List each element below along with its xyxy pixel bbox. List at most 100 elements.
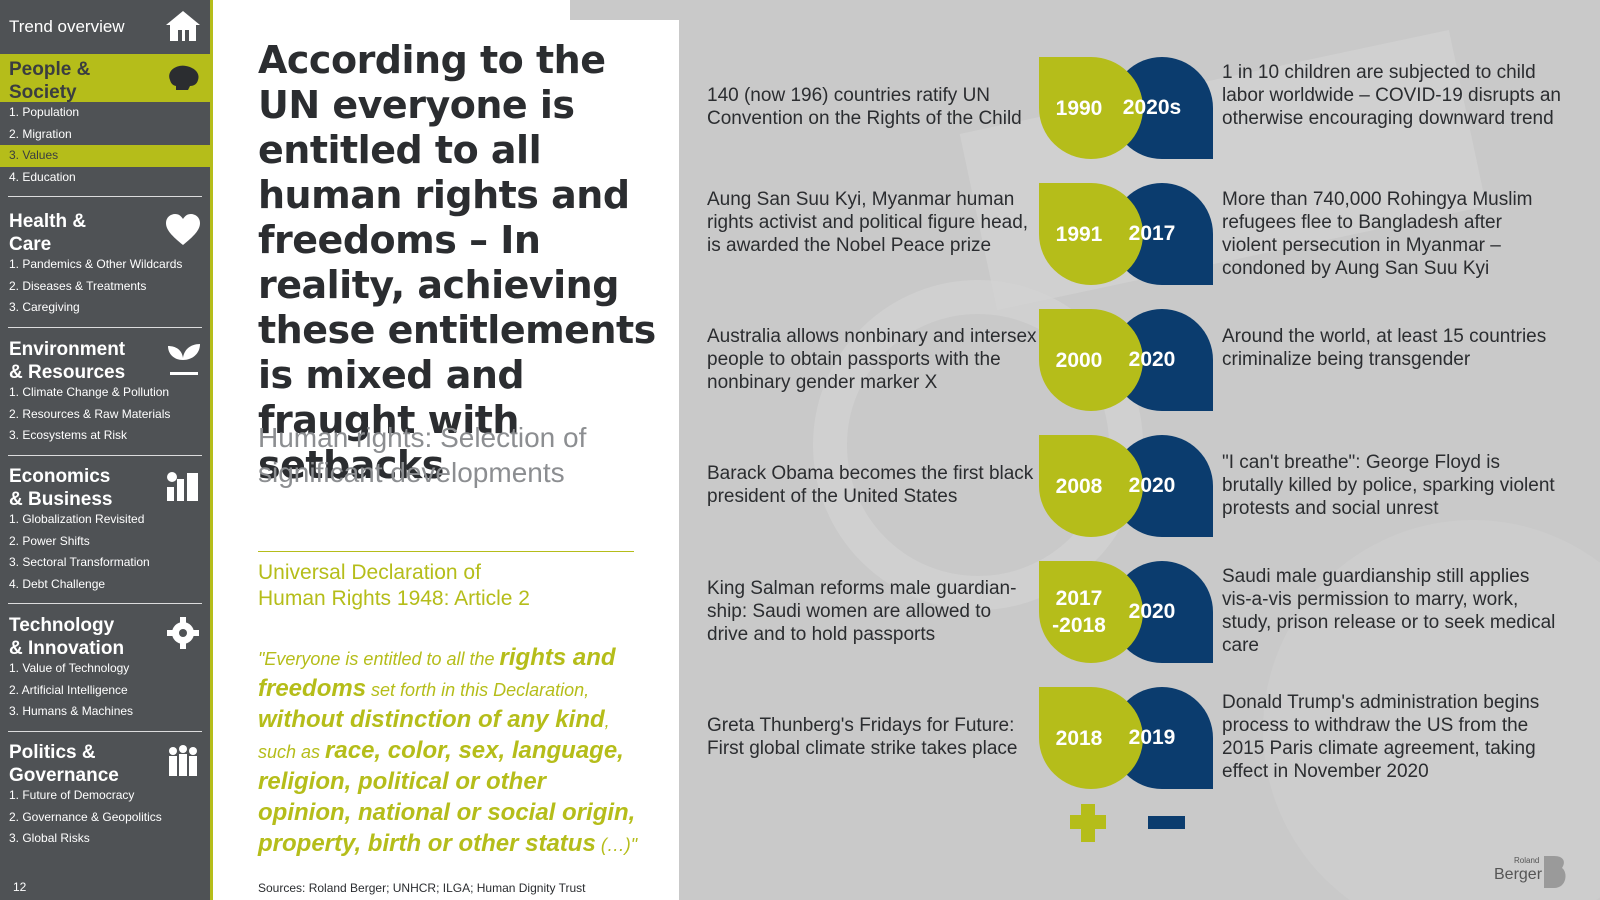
negative-event-text: "I can't breathe": George Floyd is bruta… — [1222, 452, 1555, 519]
positive-event-text: King Salman reforms male guardian-ship: … — [707, 578, 1017, 645]
business-icon — [167, 472, 198, 501]
timeline-row: Barack Obama becomes the first black pre… — [700, 435, 1560, 537]
page-subtitle: Human rights: Selection of significant d… — [258, 422, 587, 488]
minus-icon — [1148, 816, 1185, 829]
head-icon — [169, 65, 199, 90]
trend-overview-label: Trend overview — [9, 17, 125, 36]
negative-year: 2020 — [1128, 474, 1176, 497]
home-icon[interactable] — [164, 8, 202, 44]
section-title-line: Governance — [9, 765, 119, 786]
section-title-line: People & — [9, 59, 91, 80]
section-title[interactable]: Environment & Resources — [0, 334, 210, 383]
negative-year: 2020s — [1122, 96, 1182, 119]
declaration-title: Universal Declaration of Human Rights 19… — [258, 560, 638, 612]
quote-emphasis: without distinction of any kind — [258, 706, 605, 733]
section-title[interactable]: People & Society — [0, 54, 210, 103]
positive-year-badge — [1039, 183, 1143, 285]
negative-year: 2017 — [1128, 222, 1176, 245]
declaration-title-line: Universal Declaration of — [258, 561, 481, 584]
negative-event-text: Saudi male guardianship still applies vi… — [1222, 566, 1556, 656]
logo-mark-icon — [1544, 856, 1566, 888]
declaration-title-line: Human Rights 1948: Article 2 — [258, 587, 530, 610]
section-title-line: & Resources — [9, 362, 126, 383]
sidebar-item-geopolitics[interactable]: 2. Governance & Geopolitics — [9, 809, 162, 824]
sidebar-item-ecosystems[interactable]: 3. Ecosystems at Risk — [9, 428, 128, 442]
positive-event-text: 140 (now 196) countries ratify UN Conven… — [707, 85, 1022, 129]
roland-berger-logo: Roland Berger — [1494, 856, 1570, 892]
sidebar-item-democracy[interactable]: 1. Future of Democracy — [9, 788, 135, 802]
negative-event-text: 1 in 10 children are subjected to child … — [1222, 62, 1561, 129]
negative-event-text: Around the world, at least 15 countries … — [1222, 326, 1547, 370]
timeline-row: Australia allows nonbinary and intersex … — [700, 309, 1560, 411]
timeline-row: 140 (now 196) countries ratify UN Conven… — [700, 57, 1561, 159]
sidebar-item-diseases[interactable]: 2. Diseases & Treatments — [9, 278, 147, 293]
positive-year-badge — [1039, 57, 1143, 159]
positive-event-text: Australia allows nonbinary and intersex … — [707, 326, 1037, 393]
positive-year: 2008 — [1055, 474, 1103, 498]
positive-year-badge — [1039, 687, 1143, 789]
sidebar-item-caregiving[interactable]: 3. Caregiving — [9, 300, 80, 314]
section-politics-governance: Politics & Governance 1. Future of Democ… — [0, 737, 210, 850]
positive-year: 2018 — [1055, 726, 1103, 750]
sidebar-item-sectoral[interactable]: 3. Sectoral Transformation — [9, 555, 150, 569]
section-title[interactable]: Health & Care — [0, 206, 210, 255]
content-panel — [213, 0, 679, 900]
section-title[interactable]: Politics & Governance — [0, 737, 210, 786]
sidebar-item-ai[interactable]: 2. Artificial Intelligence — [9, 682, 128, 697]
negative-year: 2020 — [1128, 600, 1176, 623]
negative-year: 2019 — [1128, 726, 1176, 749]
divider — [8, 326, 202, 328]
divider — [8, 454, 202, 456]
page-number: 12 — [13, 880, 27, 894]
sidebar-item-population[interactable]: 1. Population — [9, 105, 80, 119]
section-title-line: Society — [9, 82, 77, 103]
quote-text: (…)" — [595, 835, 638, 855]
positive-year-badge — [1039, 561, 1143, 663]
section-title-line: Care — [9, 234, 52, 255]
section-title-line: Politics & — [9, 742, 96, 763]
sidebar-item-globalization[interactable]: 1. Globalization Revisited — [9, 512, 145, 526]
negative-event-text: Donald Trump's administration begins pro… — [1222, 692, 1540, 782]
sidebar-item-values[interactable]: 3. Values — [0, 145, 210, 167]
section-title-line: Economics — [9, 466, 111, 487]
sidebar-item-migration[interactable]: 2. Migration — [9, 126, 72, 141]
positive-year: 2017 -2018 — [1052, 587, 1106, 637]
positive-year: 1991 — [1055, 222, 1103, 246]
gear-icon — [167, 617, 199, 649]
positive-event-text: Aung San Suu Kyi, Myanmar human rights a… — [707, 189, 1029, 256]
sidebar-item-power-shifts[interactable]: 2. Power Shifts — [9, 533, 90, 548]
heart-icon — [166, 214, 200, 245]
logo-text: Roland — [1514, 856, 1540, 865]
sidebar-item-climate[interactable]: 1. Climate Change & Pollution — [9, 385, 170, 399]
sources-note: Sources: Roland Berger; UNHCR; ILGA; Hum… — [258, 881, 586, 895]
sidebar-item-pandemics[interactable]: 1. Pandemics & Other Wildcards — [9, 257, 183, 271]
section-title[interactable]: Technology & Innovation — [0, 610, 210, 659]
page-title: According to the UN everyone is entitled… — [258, 38, 656, 487]
divider — [258, 551, 634, 552]
sidebar-item-resources[interactable]: 2. Resources & Raw Materials — [9, 406, 171, 421]
trend-overview-link[interactable]: Trend overview — [0, 0, 210, 54]
positive-event-text: Barack Obama becomes the first black pre… — [707, 463, 1034, 507]
sidebar-item-debt[interactable]: 4. Debt Challenge — [9, 576, 106, 591]
positive-year-badge — [1039, 435, 1143, 537]
sidebar-item-global-risks[interactable]: 3. Global Risks — [9, 831, 90, 845]
positive-year-badge — [1039, 309, 1143, 411]
section-title[interactable]: Economics & Business — [0, 461, 210, 510]
sidebar-item-value-of-technology[interactable]: 1. Value of Technology — [9, 661, 130, 675]
negative-event-text: More than 740,000 Rohingya Muslim refuge… — [1222, 189, 1533, 279]
timeline-row: Aung San Suu Kyi, Myanmar human rights a… — [700, 183, 1560, 285]
sidebar-item-education[interactable]: 4. Education — [9, 169, 76, 184]
positive-year: 1990 — [1055, 96, 1103, 120]
quote-text: "Everyone is entitled to all the — [258, 649, 500, 669]
section-title-line: Environment — [9, 339, 126, 360]
section-people-society: People & Society 1. Population 2. Migrat… — [0, 54, 210, 197]
leaf-icon — [168, 344, 200, 375]
people-icon — [169, 745, 197, 776]
section-environment-resources: Environment & Resources 1. Climate Chang… — [0, 334, 210, 456]
section-title-line: Health & — [9, 211, 87, 232]
negative-year: 2020 — [1128, 348, 1176, 371]
quote-emphasis: race, color, sex, language, religion, po… — [258, 737, 636, 857]
divider — [8, 196, 202, 197]
sidebar-item-humans-machines[interactable]: 3. Humans & Machines — [9, 704, 134, 718]
section-title-line: & Business — [9, 489, 113, 510]
